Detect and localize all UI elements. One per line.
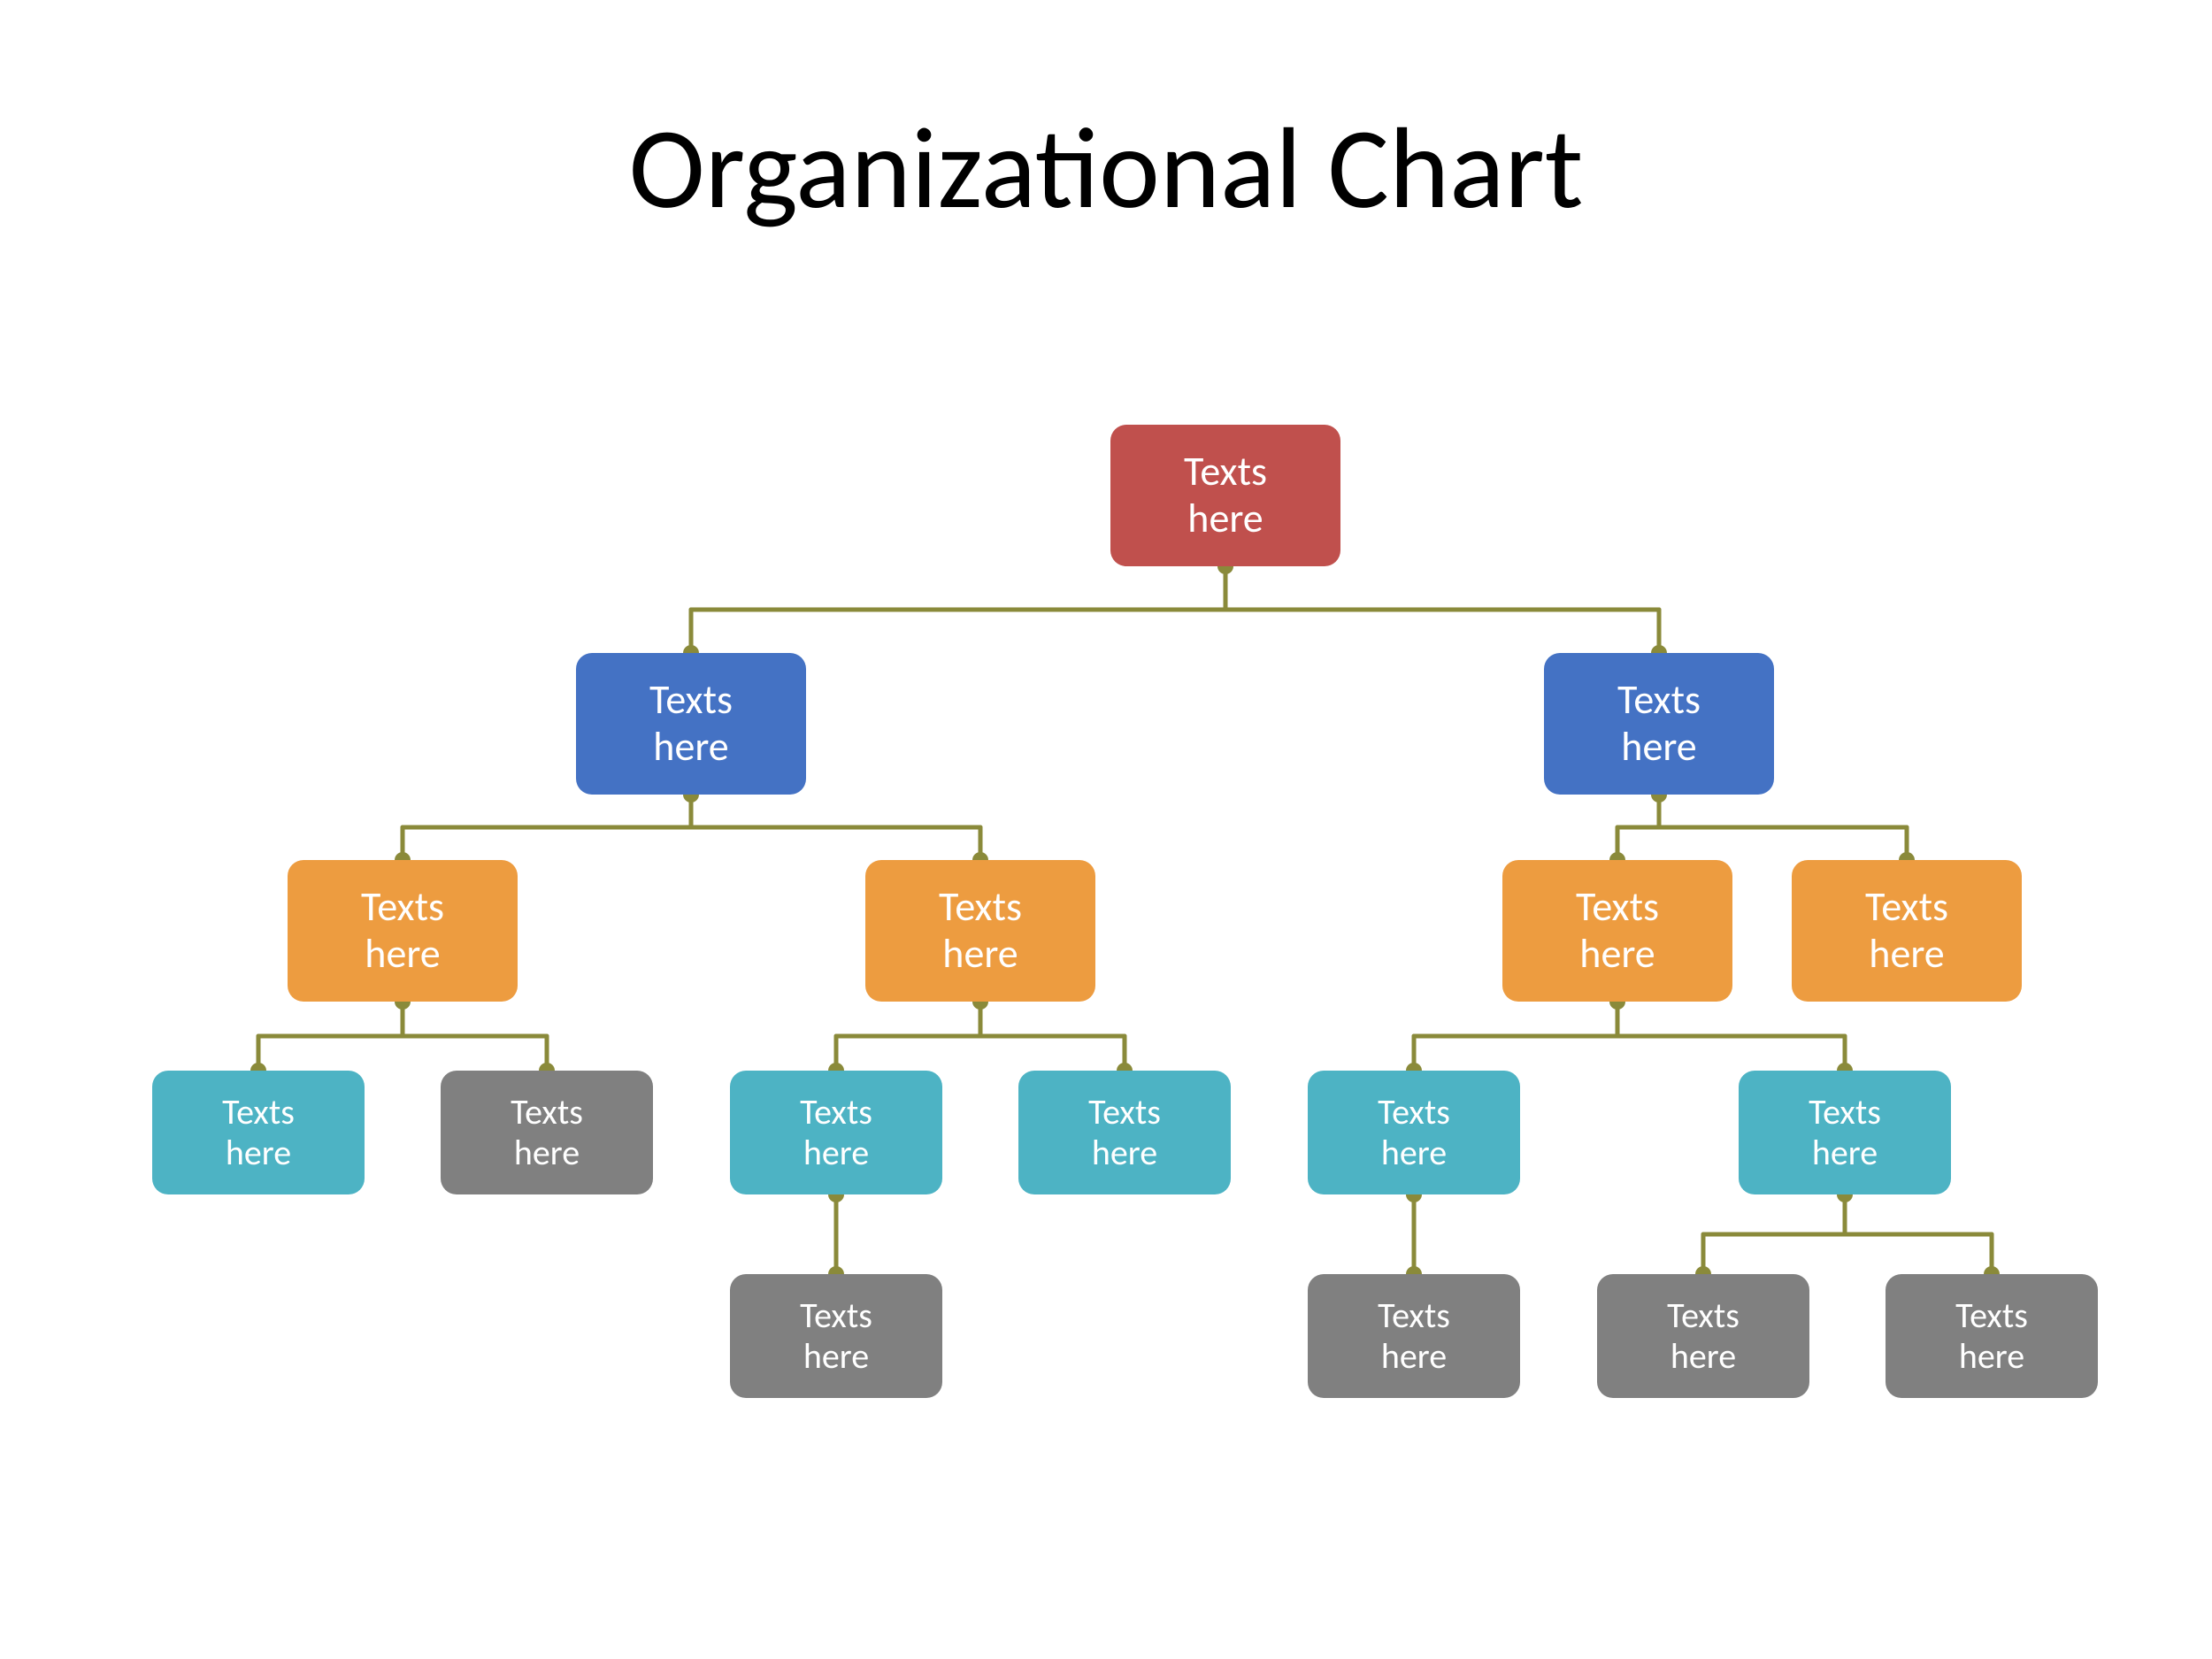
org-node-label: Textshere <box>1955 1295 2028 1377</box>
org-node: Textshere <box>1544 653 1774 795</box>
org-node-label: Textshere <box>1378 1295 1450 1377</box>
org-node: Textshere <box>1308 1071 1520 1194</box>
org-node-label: Textshere <box>800 1295 872 1377</box>
org-node-label: Textshere <box>1667 1295 1740 1377</box>
org-node: Textshere <box>865 860 1095 1002</box>
org-node-label: Textshere <box>1865 884 1948 978</box>
org-node: Textshere <box>1739 1071 1951 1194</box>
org-node-label: Textshere <box>1088 1092 1161 1173</box>
org-node: Textshere <box>1018 1071 1231 1194</box>
org-node: Textshere <box>1110 425 1340 566</box>
connector-layer <box>0 0 2212 1659</box>
org-node: Textshere <box>1502 860 1732 1002</box>
org-node: Textshere <box>730 1071 942 1194</box>
org-node-label: Textshere <box>1576 884 1659 978</box>
org-node: Textshere <box>288 860 518 1002</box>
org-node: Textshere <box>1597 1274 1809 1398</box>
org-node-label: Textshere <box>1184 449 1267 542</box>
org-node: Textshere <box>1308 1274 1520 1398</box>
org-node: Textshere <box>576 653 806 795</box>
org-node-label: Textshere <box>1617 677 1701 771</box>
org-node-label: Textshere <box>361 884 444 978</box>
org-node: Textshere <box>441 1071 653 1194</box>
org-node-label: Textshere <box>1809 1092 1881 1173</box>
org-node-label: Textshere <box>939 884 1022 978</box>
org-node-label: Textshere <box>1378 1092 1450 1173</box>
org-node: Textshere <box>1792 860 2022 1002</box>
chart-title: Organizational Chart <box>0 97 2212 238</box>
org-node-label: Textshere <box>222 1092 295 1173</box>
org-node: Textshere <box>1886 1274 2098 1398</box>
org-node-label: Textshere <box>511 1092 583 1173</box>
org-node-label: Textshere <box>800 1092 872 1173</box>
org-node: Textshere <box>152 1071 365 1194</box>
org-node-label: Textshere <box>649 677 733 771</box>
org-node: Textshere <box>730 1274 942 1398</box>
